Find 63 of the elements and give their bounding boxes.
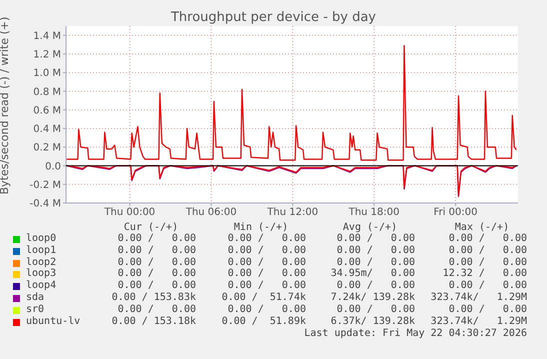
text: 0.00 / 0.00 bbox=[336, 256, 415, 268]
y-tick-label: -0.2 M bbox=[30, 180, 61, 191]
y-tick-label: 1.2 M bbox=[33, 49, 61, 60]
text: 0.00 / 0.00 bbox=[226, 268, 306, 280]
x-tick-label: Thu 06:00 bbox=[184, 207, 237, 218]
y-tick-label: 0.6 M bbox=[33, 105, 61, 116]
x-tick-label: Fri 00:00 bbox=[434, 207, 478, 218]
text: 323.74k/ 1.29M bbox=[430, 292, 527, 303]
legend-label: sda bbox=[26, 292, 44, 303]
text: 0.00 / 0.00 bbox=[116, 268, 196, 280]
text: Last update: Fri May 22 04:30:27 2026 bbox=[303, 328, 527, 340]
legend-label: ubuntu-lv bbox=[26, 316, 80, 327]
text: 0.00 / 0.00 bbox=[336, 280, 415, 292]
text: 323.74k/ 1.29M bbox=[430, 316, 527, 327]
text: 6.37k/ 139.28k bbox=[330, 316, 415, 327]
text: 0.00 / 0.00 bbox=[448, 280, 527, 292]
text: Avg (-/+) bbox=[342, 222, 398, 233]
text: 0.00 / 0.00 bbox=[116, 244, 196, 256]
text: 0.00 / 0.00 bbox=[448, 256, 527, 268]
text: 0.00 / 0.00 bbox=[116, 256, 196, 268]
legend-label: loop2 bbox=[26, 256, 56, 268]
text: 0.00 / 51.74k bbox=[220, 292, 306, 303]
text: Min (-/+) bbox=[232, 222, 290, 233]
y-tick-label: -0.4 M bbox=[30, 198, 61, 210]
y-axis-title: Bytes/second read (-) / write (+) bbox=[0, 16, 11, 194]
text: 34.95m/ 0.00 bbox=[330, 268, 415, 280]
text: 12.32 / 0.00 bbox=[442, 268, 527, 280]
legend-label: loop1 bbox=[26, 244, 56, 256]
x-tick-label: Thu 18:00 bbox=[348, 207, 400, 218]
chart-title: Throughput per device - by day bbox=[170, 10, 376, 25]
text: 0.00 / 0.00 bbox=[226, 256, 306, 268]
text: 0.00 / 0.00 bbox=[226, 280, 306, 292]
y-tick-label: 1.0 M bbox=[33, 68, 61, 80]
text: 7.24k/ 139.28k bbox=[330, 292, 415, 303]
text: 0.00 / 0.00 bbox=[116, 280, 196, 292]
text: 0.00 / 0.00 bbox=[448, 233, 527, 244]
legend-label: loop3 bbox=[26, 268, 56, 280]
text: 0.00 / 0.00 bbox=[336, 304, 415, 315]
y-tick-label: 0.2 M bbox=[33, 142, 61, 154]
legend-label: sr0 bbox=[26, 304, 44, 315]
y-tick-label: 1.4 M bbox=[33, 30, 61, 42]
text: 0.00 / 0.00 bbox=[336, 233, 415, 244]
y-tick-label: 0.4 M bbox=[33, 124, 61, 136]
x-tick-label: Thu 00:00 bbox=[103, 207, 156, 218]
text: 0.00 / 0.00 bbox=[448, 244, 527, 256]
line-series bbox=[66, 44, 518, 161]
text: Cur (-/+) bbox=[122, 222, 180, 233]
text: 0.00 / 0.00 bbox=[226, 233, 306, 244]
text: 0.00 / 0.00 bbox=[336, 244, 415, 256]
legend-label: loop0 bbox=[26, 233, 56, 244]
text: 0.00 / 0.00 bbox=[116, 233, 196, 244]
text: 0.00 / 153.83k bbox=[110, 292, 196, 303]
text: 0.00 / 0.00 bbox=[116, 304, 196, 315]
text: Max (-/+) bbox=[454, 222, 510, 233]
legend-label: loop4 bbox=[26, 280, 56, 292]
text: 0.00 / 0.00 bbox=[226, 304, 306, 315]
y-tick-label: 0.0 bbox=[45, 161, 61, 172]
text: 0.00 / 153.18k bbox=[110, 316, 196, 327]
x-tick-label: Thu 12:00 bbox=[266, 207, 318, 218]
text: 0.00 / 0.00 bbox=[448, 304, 527, 315]
y-tick-label: 0.8 M bbox=[33, 86, 61, 98]
text: 0.00 / 0.00 bbox=[226, 244, 306, 256]
text: 0.00 / 51.89k bbox=[220, 316, 306, 327]
